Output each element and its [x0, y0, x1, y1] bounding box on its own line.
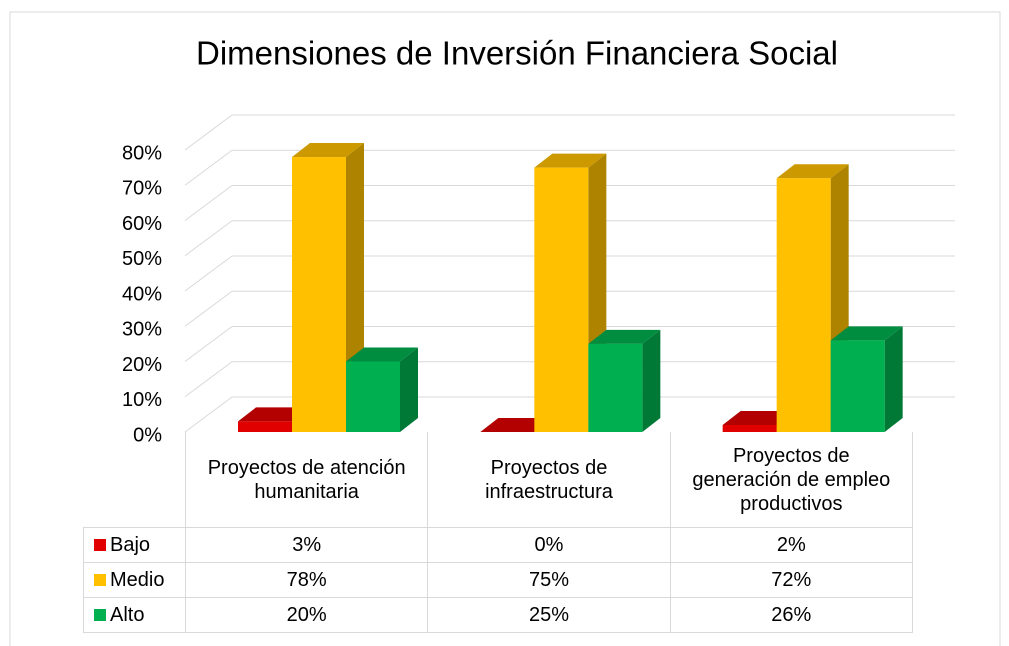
chart-border: [9, 11, 1001, 646]
bar-side: [642, 329, 661, 432]
bar-top: [830, 326, 903, 341]
y-tick-label: 30%: [122, 319, 162, 341]
table-value: 75%: [427, 562, 671, 598]
y-tick-label: 80%: [122, 142, 162, 164]
bar: [346, 361, 400, 432]
bar: [588, 343, 643, 432]
grid-line: [184, 361, 233, 398]
table-value: 3%: [185, 527, 429, 563]
table-value: 20%: [185, 597, 429, 633]
bar-top: [346, 347, 418, 362]
y-tick-label: 10%: [122, 389, 162, 411]
grid-line: [184, 220, 233, 257]
chart-title: Dimensiones de Inversión Financiera Soci…: [196, 35, 838, 72]
bar-side: [884, 326, 903, 432]
grid-line: [184, 149, 233, 186]
y-tick-label: 0%: [133, 424, 162, 446]
bar-top: [588, 329, 661, 344]
category-label: Proyectos de generación de empleo produc…: [669, 432, 913, 528]
y-tick-label: 40%: [122, 283, 162, 305]
bar: [292, 157, 346, 433]
grid-line: [184, 396, 233, 433]
grid-line: [184, 326, 233, 362]
table-value: 2%: [669, 527, 913, 563]
legend-label: Medio: [110, 569, 165, 591]
bar-side: [400, 347, 418, 432]
grid-line: [184, 255, 233, 292]
table-value: 0%: [427, 527, 671, 563]
y-tick-label: 20%: [122, 354, 162, 376]
legend-label: Alto: [110, 604, 145, 626]
table-value: 72%: [669, 562, 913, 598]
bar: [776, 178, 831, 432]
bar: [238, 421, 292, 432]
legend-key: [94, 574, 106, 586]
category-label: Proyectos de atención humanitaria: [185, 432, 429, 528]
bar-top: [534, 153, 607, 168]
y-tick-label: 60%: [122, 213, 162, 235]
bar: [722, 424, 777, 432]
table-value: 78%: [185, 562, 429, 598]
legend-key: [94, 609, 106, 621]
bar-top: [292, 143, 364, 158]
legend-entry: Bajo: [83, 527, 186, 563]
table-value: 25%: [427, 597, 671, 633]
y-tick-label: 70%: [122, 178, 162, 200]
grid-line: [184, 290, 233, 327]
legend-entry: Alto: [83, 597, 186, 633]
grid-line: [184, 185, 233, 221]
grid-line: [184, 114, 233, 151]
legend-entry: Medio: [83, 562, 186, 598]
category-label: Proyectos de infraestructura: [427, 432, 671, 528]
legend-label: Bajo: [110, 534, 151, 556]
y-tick-label: 50%: [122, 248, 162, 270]
bar: [830, 340, 885, 432]
table-value: 26%: [669, 597, 913, 633]
bar-top: [776, 164, 849, 179]
legend-key: [94, 539, 106, 551]
bar: [534, 167, 589, 432]
